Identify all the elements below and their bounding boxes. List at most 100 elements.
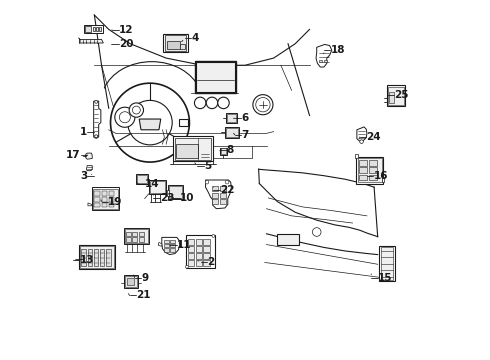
Bar — [125, 229, 148, 243]
Bar — [176, 144, 197, 158]
Text: 17: 17 — [66, 150, 81, 160]
Bar — [212, 193, 219, 198]
Polygon shape — [162, 237, 180, 255]
Bar — [203, 239, 210, 244]
Bar — [164, 244, 169, 247]
Bar — [382, 177, 385, 182]
Bar — [167, 41, 180, 49]
Bar — [356, 157, 383, 184]
Bar — [186, 235, 215, 268]
Circle shape — [147, 120, 153, 126]
Bar — [387, 85, 405, 106]
Text: 15: 15 — [378, 273, 392, 283]
Circle shape — [225, 180, 229, 184]
Text: 3: 3 — [80, 171, 87, 181]
Text: 24: 24 — [366, 132, 381, 142]
Bar — [388, 87, 403, 105]
Bar — [92, 187, 120, 211]
Text: 13: 13 — [79, 255, 94, 265]
Text: 20: 20 — [119, 40, 133, 49]
Bar — [171, 248, 175, 252]
Text: 12: 12 — [119, 25, 133, 35]
Circle shape — [313, 228, 321, 236]
Text: 22: 22 — [220, 185, 234, 195]
Bar — [80, 246, 114, 267]
Circle shape — [218, 97, 229, 109]
Circle shape — [212, 234, 215, 237]
Bar — [195, 61, 236, 93]
Circle shape — [95, 135, 98, 138]
Bar — [220, 148, 226, 154]
Text: 1: 1 — [80, 127, 87, 136]
Text: 14: 14 — [145, 179, 159, 189]
Bar — [101, 203, 107, 207]
Bar — [88, 249, 92, 266]
Text: 6: 6 — [242, 113, 248, 123]
Bar — [359, 175, 367, 180]
Text: 21: 21 — [136, 291, 150, 301]
Bar — [220, 186, 226, 192]
Bar — [203, 246, 210, 252]
Bar — [225, 127, 239, 138]
Circle shape — [115, 107, 135, 127]
Polygon shape — [87, 166, 92, 171]
Bar — [196, 246, 202, 252]
Circle shape — [128, 100, 172, 145]
Bar — [220, 193, 226, 198]
Bar — [95, 197, 100, 202]
Bar — [171, 244, 175, 247]
Bar — [196, 260, 202, 266]
Bar — [196, 239, 202, 244]
Bar — [319, 59, 322, 62]
Circle shape — [205, 180, 209, 184]
Bar — [132, 231, 137, 236]
Polygon shape — [205, 180, 231, 209]
Text: 10: 10 — [180, 193, 194, 203]
Text: 4: 4 — [191, 33, 198, 43]
Bar — [96, 27, 98, 31]
Bar — [227, 114, 236, 122]
Text: 16: 16 — [373, 171, 388, 181]
Circle shape — [360, 140, 364, 143]
Text: 7: 7 — [242, 130, 249, 140]
Bar — [84, 25, 103, 33]
Bar — [188, 246, 194, 252]
Bar — [101, 192, 107, 196]
Text: 19: 19 — [108, 197, 122, 207]
Bar — [93, 189, 118, 209]
Text: 2: 2 — [207, 257, 215, 267]
Bar — [124, 228, 149, 244]
Text: 23: 23 — [160, 193, 174, 203]
Bar — [164, 248, 169, 252]
Polygon shape — [94, 101, 101, 138]
Bar — [358, 158, 382, 182]
Bar — [163, 34, 188, 52]
Circle shape — [186, 265, 188, 268]
Bar — [106, 249, 111, 266]
Bar — [126, 231, 131, 236]
Bar — [226, 113, 237, 123]
Text: 25: 25 — [394, 90, 409, 100]
Bar — [359, 160, 367, 166]
Bar — [126, 278, 134, 285]
Bar — [95, 192, 100, 196]
Bar — [149, 180, 166, 194]
Bar — [167, 190, 169, 196]
Polygon shape — [88, 203, 92, 206]
Circle shape — [95, 100, 98, 103]
Bar — [220, 148, 227, 155]
Bar — [369, 175, 377, 180]
Bar — [220, 199, 226, 204]
Polygon shape — [357, 127, 367, 141]
Bar — [132, 237, 137, 242]
Bar — [188, 253, 194, 259]
Bar — [203, 260, 210, 266]
Circle shape — [253, 95, 273, 115]
Polygon shape — [139, 119, 161, 130]
Bar — [101, 197, 107, 202]
Bar — [165, 35, 186, 51]
Bar — [109, 192, 115, 196]
Bar — [94, 249, 98, 266]
Bar — [139, 231, 144, 236]
Polygon shape — [158, 242, 162, 246]
